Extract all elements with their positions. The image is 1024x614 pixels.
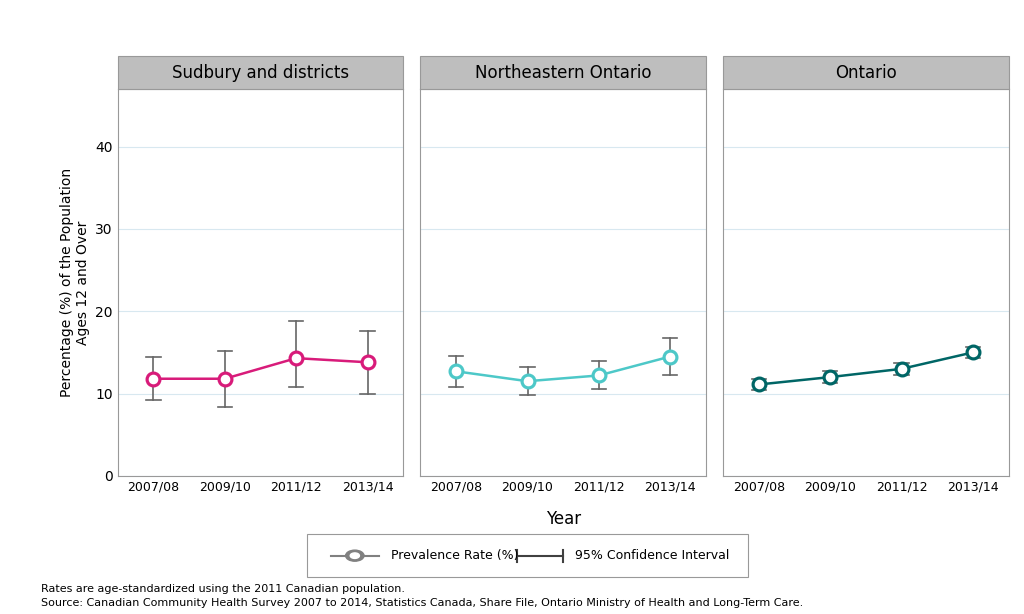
Point: [591, 370, 607, 380]
Point: [359, 357, 376, 367]
Point: [145, 374, 162, 384]
Point: [822, 372, 839, 382]
Point: [519, 376, 536, 386]
Point: [751, 379, 767, 389]
FancyBboxPatch shape: [723, 56, 1009, 89]
Point: [519, 376, 536, 386]
Point: [822, 372, 839, 382]
Point: [591, 370, 607, 380]
Point: [145, 374, 162, 384]
Point: [359, 357, 376, 367]
FancyBboxPatch shape: [421, 56, 706, 89]
Point: [447, 367, 464, 376]
Text: Sudbury and districts: Sudbury and districts: [172, 64, 349, 82]
Text: Prevalence Rate (%): Prevalence Rate (%): [391, 549, 519, 562]
Point: [288, 353, 304, 363]
Point: [965, 348, 981, 357]
Point: [893, 364, 909, 374]
Point: [893, 364, 909, 374]
Text: 95% Confidence Interval: 95% Confidence Interval: [575, 549, 730, 562]
Point: [288, 353, 304, 363]
Point: [217, 374, 233, 384]
Text: Rates are age-standardized using the 2011 Canadian population.: Rates are age-standardized using the 201…: [41, 585, 404, 594]
Text: Year: Year: [546, 510, 581, 528]
Point: [217, 374, 233, 384]
Y-axis label: Percentage (%) of the Population
Ages 12 and Over: Percentage (%) of the Population Ages 12…: [59, 168, 90, 397]
Text: Source: Canadian Community Health Survey 2007 to 2014, Statistics Canada, Share : Source: Canadian Community Health Survey…: [41, 598, 803, 608]
Point: [663, 352, 679, 362]
Point: [751, 379, 767, 389]
FancyBboxPatch shape: [118, 56, 403, 89]
Point: [663, 352, 679, 362]
Point: [965, 348, 981, 357]
Text: Northeastern Ontario: Northeastern Ontario: [475, 64, 651, 82]
Text: Ontario: Ontario: [835, 64, 897, 82]
Point: [447, 367, 464, 376]
